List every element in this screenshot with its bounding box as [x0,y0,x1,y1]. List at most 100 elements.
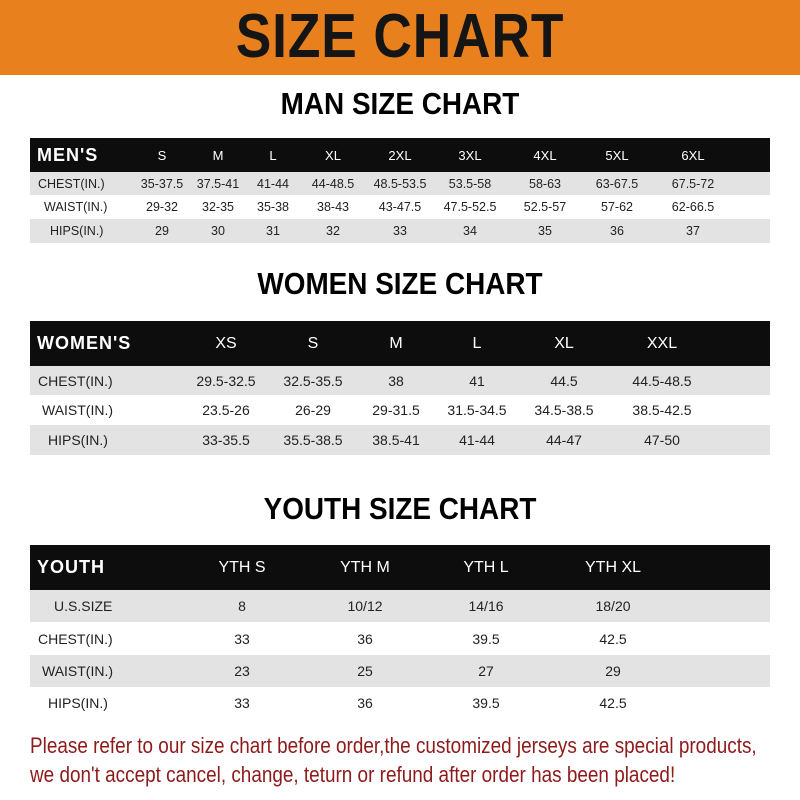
table-cell: 33 [234,694,250,711]
size-header-s: S [307,334,319,352]
size-header-xxl: XXL [646,334,678,352]
table-cell: 29-31.5 [372,402,420,418]
size-header-4xl: 4XL [533,147,557,163]
table-cell: 25 [357,663,373,679]
table-cell: 29.5-32.5 [196,372,256,389]
table-row: WAIST(IN.) 23.5-26 26-29 29-31.5 31.5-34.5 34… [30,395,770,425]
table-cell: 30 [211,224,225,238]
size-header-yth-xl: YTH XL [584,558,642,576]
size-header-l: L [472,334,482,352]
row-label: CHEST(IN.) [38,176,105,191]
table-cell: 14/16 [468,598,504,614]
row-label: U.S.SIZE [54,598,113,614]
size-header-yth-m: YTH M [340,558,390,576]
size-header-yth-l: YTH L [463,558,509,576]
size-header-xl: XL [554,334,574,352]
size-header-xl: XL [325,147,341,163]
table-cell: 38 [388,372,404,389]
table-cell: 34 [463,224,477,238]
table-cell: 44-47 [546,432,582,448]
table-cell: 32.5-35.5 [283,372,343,389]
size-header-xs: XS [215,334,237,352]
table-cell: 29 [155,224,169,238]
table-cell: 23.5-26 [202,402,250,418]
table-cell: 52.5-57 [523,200,567,214]
table-cell: 41 [469,372,485,389]
notice-line-1: Please refer to our size chart before or… [30,733,757,758]
table-row: U.S.SIZE 8 10/12 14/16 18/20 [30,590,770,622]
table-cell: 29-32 [146,200,178,214]
men-header-label: MEN'S [37,144,99,165]
table-cell: 58-63 [529,176,561,191]
table-cell: 37 [686,224,700,238]
table-cell: 39.5 [472,694,500,711]
table-cell: 36 [357,630,373,647]
youth-header-row: YOUTH YTH S YTH M YTH L YTH XL [30,545,770,590]
size-header-m: M [389,334,403,352]
table-cell: 33-35.5 [202,432,250,448]
row-label: WAIST(IN.) [44,200,108,214]
table-cell: 42.5 [599,630,627,647]
table-cell: 36 [610,224,624,238]
table-cell: 32 [326,224,340,238]
size-header-yth-s: YTH S [218,558,266,576]
table-row: WAIST(IN.) 29-32 32-35 35-38 38-43 43-47.5 47.… [30,195,770,219]
table-row: CHEST(IN.) 35-37.5 37.5-41 41-44 44-48.5 48.5… [30,172,770,195]
size-header-5xl: 5XL [605,147,629,163]
size-header-l: L [269,147,277,163]
table-cell: 47.5-52.5 [443,200,497,214]
size-header-2xl: 2XL [388,147,412,163]
size-header-s: S [157,147,167,163]
size-header-3xl: 3XL [458,147,482,163]
men-header-row: MEN'S S M L XL 2XL 3XL 4XL 5XL 6XL [30,138,770,172]
youth-section-title: YOUTH SIZE CHART [263,491,537,526]
table-cell: 38.5-42.5 [632,402,692,418]
size-chart-banner: SIZE CHART [0,0,800,75]
table-cell: 8 [238,598,246,614]
table-cell: 33 [234,630,250,647]
table-cell: 26-29 [295,402,331,418]
table-cell: 34.5-38.5 [534,402,594,418]
table-cell: 18/20 [595,598,631,614]
notice-line-2: we don't accept cancel, change, teturn o… [30,762,676,787]
table-cell: 38.5-41 [372,432,420,448]
table-cell: 53.5-58 [448,176,492,191]
table-cell: 37.5-41 [196,176,240,191]
table-cell: 31 [266,224,280,238]
table-cell: 36 [357,694,373,711]
table-cell: 67.5-72 [671,176,715,191]
table-row: WAIST(IN.) 23 25 27 29 [30,655,770,687]
table-row: HIPS(IN.) 33 36 39.5 42.5 [30,687,770,718]
table-cell: 43-47.5 [378,200,422,214]
table-cell: 39.5 [472,630,500,647]
table-cell: 38-43 [317,200,349,214]
table-row: HIPS(IN.) 29 30 31 32 33 34 35 36 37 [30,219,770,243]
row-label: CHEST(IN.) [38,630,113,647]
row-label: WAIST(IN.) [42,663,114,679]
table-cell: 41-44 [459,432,495,448]
table-row: HIPS(IN.) 33-35.5 35.5-38.5 38.5-41 41-44 44-… [30,425,770,455]
table-cell: 27 [478,663,494,679]
table-cell: 41-44 [257,176,289,191]
row-label: CHEST(IN.) [38,372,113,389]
table-cell: 35-37.5 [140,176,184,191]
table-cell: 63-67.5 [595,176,639,191]
table-cell: 44.5 [550,372,578,389]
women-section-title: WOMEN SIZE CHART [257,266,543,301]
row-label: WAIST(IN.) [42,402,114,418]
row-label: HIPS(IN.) [50,224,104,238]
table-cell: 23 [234,663,250,679]
table-cell: 44.5-48.5 [632,372,692,389]
table-cell: 48.5-53.5 [373,176,427,191]
row-label: HIPS(IN.) [48,432,108,448]
table-cell: 32-35 [202,200,234,214]
table-cell: 10/12 [347,598,383,614]
size-header-m: M [212,147,224,163]
women-header-label: WOMEN'S [37,333,132,353]
table-row: CHEST(IN.) 29.5-32.5 32.5-35.5 38 41 44.5 44.5… [30,366,770,395]
table-cell: 62-66.5 [671,200,715,214]
table-cell: 47-50 [644,432,680,448]
table-cell: 31.5-34.5 [447,402,507,418]
table-cell: 35.5-38.5 [283,432,343,448]
table-cell: 42.5 [599,694,627,711]
